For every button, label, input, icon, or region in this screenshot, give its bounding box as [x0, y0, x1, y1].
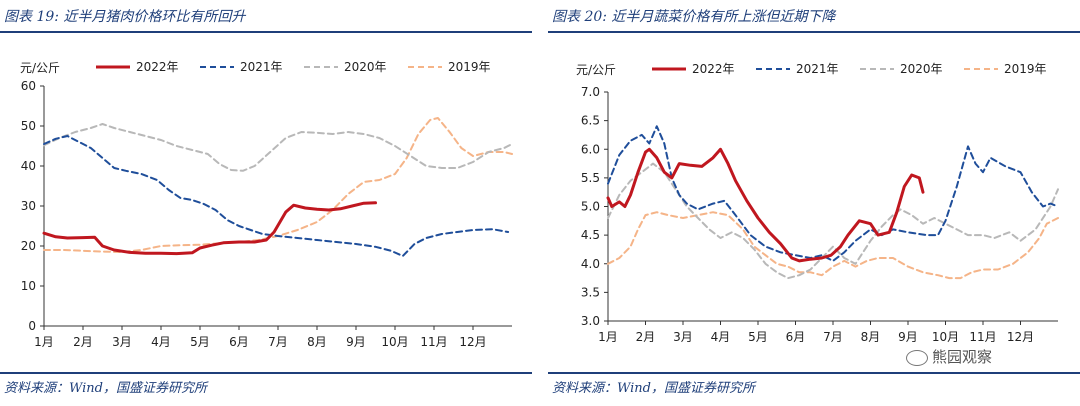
- legend-label: 2021年: [240, 60, 283, 74]
- vegetable-price-chart: 元/公斤 3.0 3.5 4.0 4.5 5.0 5.5 6.0 6.5 7.0 1月 2月 3月 4月 5…: [576, 62, 1059, 344]
- x-tick-label: 12月: [1007, 330, 1034, 344]
- pork-price-chart: 元/公斤 0 10 20 30 40 50 60 1月 2月 3月 4月 5月 6月 7月 8月 9月 10月 11…: [20, 60, 513, 349]
- legend-label: 2020年: [900, 62, 943, 76]
- y-tick-label: 0: [28, 319, 36, 333]
- x-tick-label: 10月: [381, 335, 408, 349]
- y-tick-label: 7.0: [581, 85, 600, 99]
- y-tick-label: 3.5: [581, 285, 600, 299]
- source-note: 资料来源：Wind，国盛证券研究所: [552, 381, 755, 396]
- x-tick-label: 4月: [151, 335, 171, 349]
- x-tick-label: 5月: [190, 335, 210, 349]
- x-tick-label: 9月: [898, 330, 918, 344]
- x-tick-label: 3月: [112, 335, 132, 349]
- source-rule: [0, 372, 532, 374]
- y-tick-label: 4.5: [581, 228, 600, 242]
- legend-label: 2019年: [448, 60, 491, 74]
- source-rule: [548, 372, 1080, 374]
- watermark: 熊园观察: [906, 346, 992, 367]
- x-tick-label: 7月: [823, 330, 843, 344]
- watermark-text: 熊园观察: [932, 348, 993, 366]
- x-tick-label: 12月: [459, 335, 486, 349]
- series-line-2019: [607, 211, 1059, 280]
- x-tick-label: 11月: [420, 335, 447, 349]
- series-line-2020: [43, 123, 513, 172]
- x-tick-label: 6月: [229, 335, 249, 349]
- x-tick-label: 10月: [932, 330, 959, 344]
- x-tick-label: 2月: [73, 335, 93, 349]
- y-axis-label: 元/公斤: [576, 63, 616, 77]
- y-tick-label: 60: [21, 79, 36, 93]
- x-tick-label: 6月: [786, 330, 806, 344]
- y-tick-label: 20: [21, 239, 36, 253]
- legend-label: 2021年: [796, 62, 839, 76]
- x-tick-label: 5月: [748, 330, 768, 344]
- y-tick-label: 6.0: [581, 142, 600, 156]
- title-rule: [0, 31, 532, 33]
- chart-panel-vegetable: 图表 20: 近半月蔬菜价格有所上涨但近期下降 元/公斤 3.0 3.5 4.0 4.5…: [548, 0, 1080, 406]
- y-tick-label: 10: [21, 279, 36, 293]
- legend-label: 2022年: [692, 62, 735, 76]
- series-line-2019: [43, 117, 513, 253]
- y-tick-label: 5.0: [581, 200, 600, 214]
- y-tick-label: 6.5: [581, 114, 600, 128]
- x-tick-label: 8月: [861, 330, 881, 344]
- chart-panel-pork: 图表 19: 近半月猪肉价格环比有所回升 元/公斤 0 10 20 30 40 50 60 1月…: [0, 0, 532, 406]
- x-tick-label: 3月: [673, 330, 693, 344]
- x-tick-label: 11月: [969, 330, 996, 344]
- x-tick-label: 4月: [711, 330, 731, 344]
- legend-label: 2020年: [344, 60, 387, 74]
- x-tick-label: 2月: [636, 330, 656, 344]
- figure-title: 图表 19: 近半月猪肉价格环比有所回升: [4, 9, 246, 25]
- y-tick-label: 40: [21, 159, 36, 173]
- series-line-2022: [42, 201, 377, 256]
- series-line-2021: [43, 135, 510, 257]
- series-line-2020: [607, 162, 1059, 280]
- y-tick-label: 3.0: [581, 314, 600, 328]
- y-tick-label: 5.5: [581, 171, 600, 185]
- legend-label: 2022年: [136, 60, 179, 74]
- legend-label: 2019年: [1004, 62, 1047, 76]
- source-note: 资料来源：Wind，国盛证券研究所: [4, 381, 207, 396]
- series-line-2022: [606, 147, 925, 263]
- x-tick-label: 8月: [307, 335, 327, 349]
- y-tick-label: 50: [21, 119, 36, 133]
- x-tick-label: 1月: [598, 330, 618, 344]
- x-tick-label: 7月: [268, 335, 288, 349]
- y-tick-label: 4.0: [581, 257, 600, 271]
- y-tick-label: 30: [21, 199, 36, 213]
- series-line-2021: [607, 125, 1059, 262]
- wechat-icon: [906, 349, 928, 366]
- x-tick-label: 9月: [346, 335, 366, 349]
- x-tick-label: 1月: [34, 335, 54, 349]
- figure-title: 图表 20: 近半月蔬菜价格有所上涨但近期下降: [552, 9, 836, 25]
- y-axis-label: 元/公斤: [20, 61, 60, 75]
- title-rule: [548, 31, 1080, 33]
